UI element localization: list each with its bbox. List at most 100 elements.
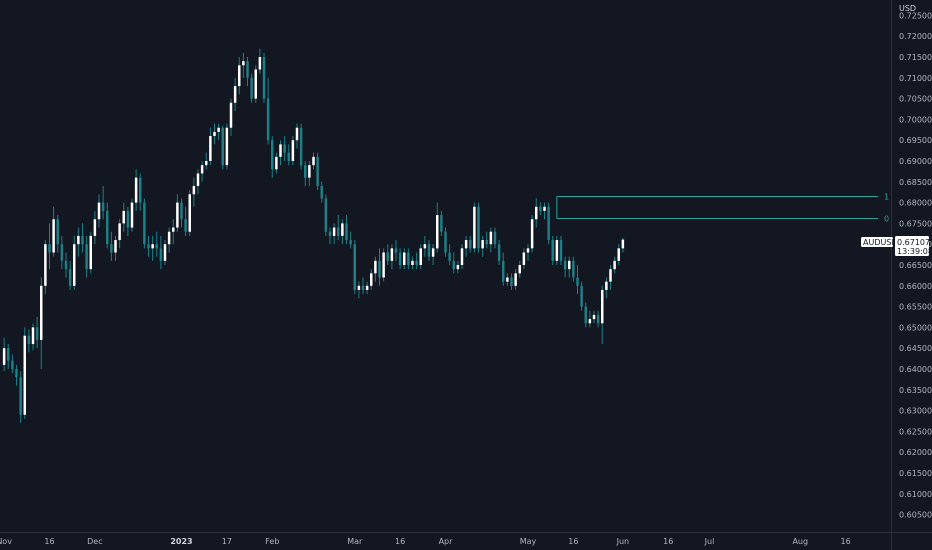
candle[interactable]: [114, 235, 117, 261]
candle[interactable]: [324, 194, 328, 236]
candle[interactable]: [398, 248, 402, 270]
candle[interactable]: [609, 265, 612, 290]
candle[interactable]: [522, 248, 526, 270]
candle[interactable]: [196, 169, 200, 195]
candle[interactable]: [147, 235, 150, 257]
candle[interactable]: [382, 248, 385, 282]
candle[interactable]: [238, 57, 241, 95]
candle[interactable]: [11, 354, 14, 374]
candle[interactable]: [576, 265, 579, 295]
candle[interactable]: [101, 185, 105, 220]
candle[interactable]: [320, 181, 323, 203]
candle[interactable]: [386, 244, 389, 265]
candle[interactable]: [316, 152, 319, 191]
candle[interactable]: [485, 231, 488, 249]
candle[interactable]: [192, 177, 196, 207]
time-axis[interactable]: Nov 16 Dec 2023 17 Feb Mar 16 Apr May 16 Jun 16 Jul Au…: [0, 537, 851, 546]
candle[interactable]: [287, 144, 290, 166]
candle[interactable]: [110, 231, 113, 261]
candle[interactable]: [370, 269, 373, 290]
candle[interactable]: [254, 65, 257, 103]
candle[interactable]: [345, 215, 348, 245]
candle[interactable]: [118, 219, 121, 249]
candle[interactable]: [155, 231, 158, 257]
candle[interactable]: [436, 202, 439, 253]
candle[interactable]: [180, 198, 183, 228]
candle[interactable]: [262, 52, 266, 103]
candle[interactable]: [15, 364, 18, 386]
candle[interactable]: [378, 248, 381, 286]
candle[interactable]: [27, 329, 31, 353]
candle[interactable]: [559, 235, 563, 265]
candle[interactable]: [394, 240, 398, 261]
symbol-price-tag[interactable]: AUDUSD 0.67107 13:39:08: [861, 236, 932, 256]
candle[interactable]: [415, 252, 418, 270]
candle[interactable]: [374, 256, 377, 282]
candle[interactable]: [130, 198, 134, 232]
candle[interactable]: [126, 206, 130, 236]
candle[interactable]: [229, 98, 233, 137]
candle[interactable]: [444, 227, 447, 257]
candle[interactable]: [56, 215, 59, 253]
candle[interactable]: [617, 244, 620, 265]
candle[interactable]: [497, 240, 501, 265]
candle[interactable]: [122, 202, 125, 232]
candle[interactable]: [31, 323, 35, 351]
candle[interactable]: [341, 219, 344, 245]
candle[interactable]: [613, 256, 616, 274]
candle[interactable]: [167, 227, 171, 253]
fib-levels[interactable]: 10: [556, 193, 889, 224]
candle[interactable]: [106, 202, 109, 249]
candle[interactable]: [60, 235, 64, 270]
candle[interactable]: [337, 215, 340, 241]
candle[interactable]: [535, 198, 538, 228]
candle[interactable]: [518, 260, 521, 278]
candle[interactable]: [390, 244, 394, 270]
candle[interactable]: [584, 302, 587, 328]
candle[interactable]: [139, 173, 142, 211]
candle[interactable]: [427, 240, 431, 261]
candle[interactable]: [213, 123, 216, 145]
candle[interactable]: [563, 256, 567, 278]
candle[interactable]: [93, 210, 97, 245]
candle[interactable]: [40, 277, 43, 369]
candle[interactable]: [456, 260, 460, 274]
candle[interactable]: [225, 123, 229, 170]
candle[interactable]: [440, 210, 443, 236]
candle-series[interactable]: [2, 48, 625, 424]
candle[interactable]: [271, 136, 274, 178]
candle[interactable]: [221, 125, 224, 170]
candle[interactable]: [143, 198, 146, 249]
candle[interactable]: [246, 57, 249, 87]
candle[interactable]: [621, 237, 625, 253]
candle[interactable]: [304, 161, 307, 186]
candle[interactable]: [151, 235, 154, 261]
candle[interactable]: [81, 223, 84, 253]
candle[interactable]: [353, 240, 356, 295]
candle[interactable]: [592, 310, 596, 324]
candle[interactable]: [250, 73, 253, 103]
candle[interactable]: [361, 277, 365, 295]
candle[interactable]: [423, 235, 427, 257]
candle[interactable]: [547, 202, 550, 245]
candle[interactable]: [481, 235, 484, 257]
candle[interactable]: [477, 202, 480, 253]
candle[interactable]: [258, 48, 262, 74]
candle[interactable]: [68, 260, 72, 290]
candle[interactable]: [489, 227, 493, 253]
candle[interactable]: [312, 152, 315, 170]
candle[interactable]: [357, 281, 361, 299]
candle[interactable]: [452, 252, 455, 274]
candle[interactable]: [403, 248, 406, 270]
candle[interactable]: [572, 256, 575, 282]
candle[interactable]: [35, 317, 39, 349]
candle[interactable]: [530, 215, 534, 253]
candle[interactable]: [242, 52, 245, 78]
candle[interactable]: [493, 227, 497, 249]
candle[interactable]: [419, 244, 422, 270]
candle[interactable]: [205, 152, 208, 170]
candle[interactable]: [217, 123, 220, 141]
candle[interactable]: [464, 235, 468, 257]
candle[interactable]: [7, 344, 10, 369]
